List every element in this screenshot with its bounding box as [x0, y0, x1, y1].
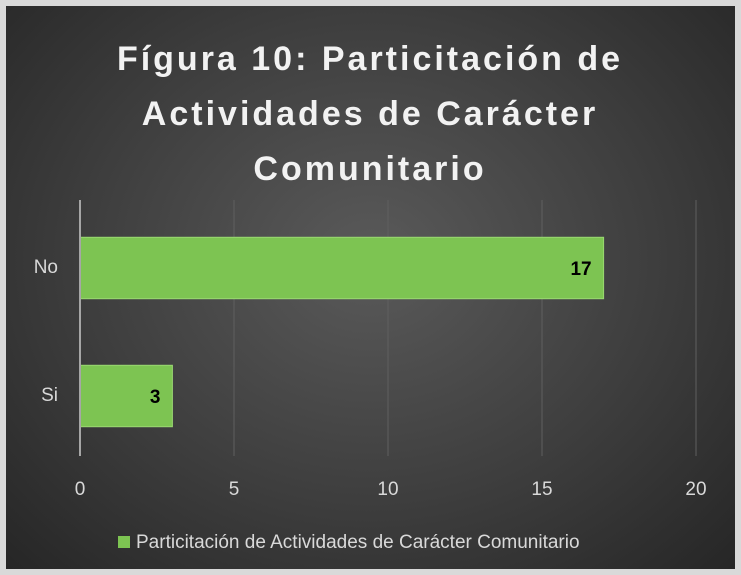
data-label: 3 — [150, 387, 161, 408]
chart-title: Fígura 10: Particitación de Actividades … — [116, 40, 624, 188]
x-tick-label: 20 — [685, 479, 706, 500]
legend-swatch — [118, 536, 130, 548]
y-tick-label: No — [34, 257, 58, 278]
x-tick-label: 15 — [531, 479, 552, 500]
legend-label: Particitación de Actividades de Carácter… — [136, 532, 580, 553]
y-tick-label: Si — [41, 385, 58, 406]
x-tick-label: 0 — [75, 479, 86, 500]
data-label: 17 — [570, 259, 591, 280]
x-tick-label: 5 — [229, 479, 240, 500]
bar — [79, 236, 605, 300]
x-tick-label: 10 — [377, 479, 398, 500]
